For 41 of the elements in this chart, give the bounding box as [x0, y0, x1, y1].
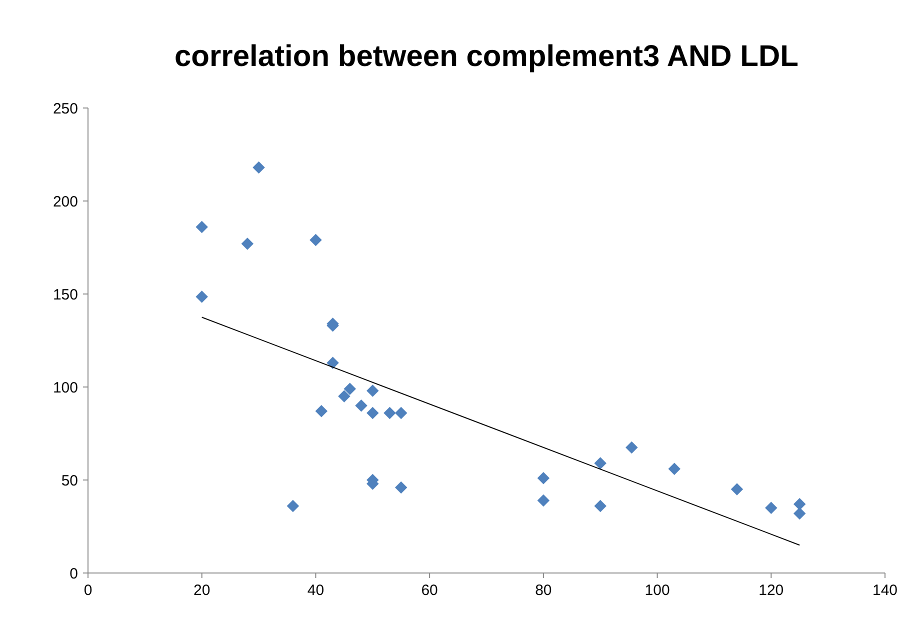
x-tick-label: 0 [84, 582, 92, 599]
x-tick-label: 140 [872, 582, 898, 599]
y-tick-label: 50 [61, 472, 78, 490]
point [537, 472, 550, 484]
x-tick-label: 40 [307, 582, 324, 599]
point [537, 494, 550, 507]
point [384, 406, 396, 420]
point [594, 500, 606, 512]
point [793, 507, 806, 520]
x-tick-label: 100 [644, 582, 670, 599]
point [793, 498, 806, 510]
y-tick-label: 250 [52, 100, 78, 118]
y-tick-label: 100 [52, 379, 78, 396]
y-tick-label: 150 [52, 286, 78, 304]
x-tick-label: 60 [421, 582, 438, 599]
y-tick-label: 0 [70, 565, 78, 582]
point [310, 234, 322, 246]
x-tick-label: 20 [194, 582, 210, 599]
point [765, 502, 778, 514]
point [338, 390, 350, 402]
point [344, 382, 356, 395]
point [730, 483, 744, 496]
point [366, 384, 379, 397]
point [196, 290, 208, 303]
point [355, 399, 368, 412]
point [394, 481, 408, 494]
point [366, 406, 379, 420]
point [326, 356, 339, 369]
point [626, 441, 638, 454]
y-tick-label: 200 [52, 193, 78, 210]
point [668, 462, 680, 475]
chart-title: correlation between complement3 AND LDL [174, 40, 798, 73]
point [286, 500, 300, 512]
x-tick-label: 120 [758, 582, 784, 599]
point [241, 238, 254, 250]
point [315, 405, 328, 418]
point [394, 406, 408, 420]
point [196, 220, 208, 234]
x-tick-label: 80 [535, 582, 552, 599]
point [594, 457, 606, 470]
point [252, 161, 265, 174]
